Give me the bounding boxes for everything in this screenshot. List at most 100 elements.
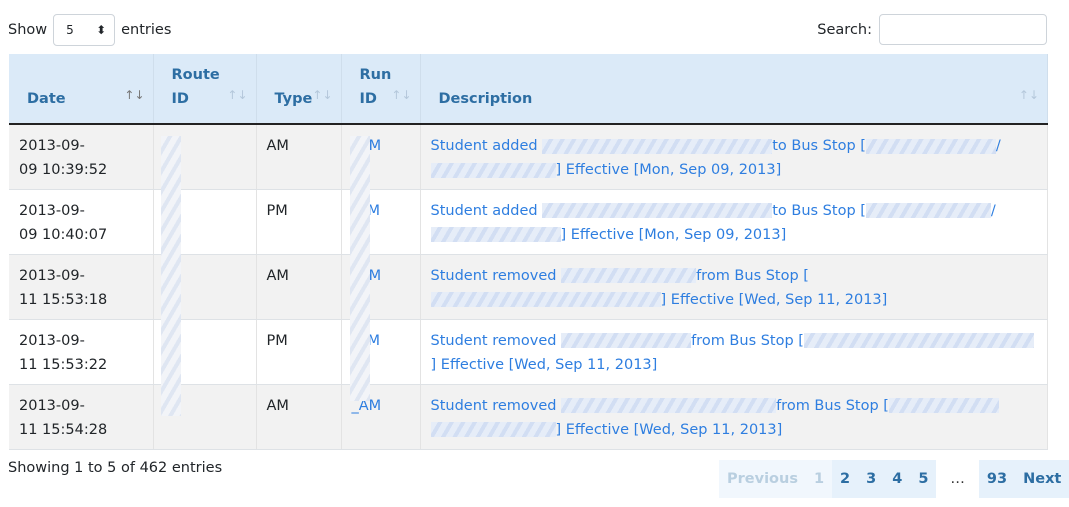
date-part: 09 10:40:07 [19, 226, 108, 243]
cell-date: 2013-09- 09 10:39:52 [9, 124, 154, 190]
cell-description: Student removed from Bus Stop [ ] Effect… [420, 384, 1048, 450]
page-3[interactable]: 3 [858, 460, 885, 498]
desc-text: ] [430, 356, 437, 373]
pagination: Previous 1 2 3 4 5 … 93 Next [719, 460, 1069, 498]
page-4[interactable]: 4 [884, 460, 911, 498]
redacted-route-ids [161, 136, 181, 416]
cell-run-id: _AM [341, 384, 421, 450]
redacted-text [865, 138, 996, 154]
data-table: Date ↑↓ Route ID ↑↓ Type ↑↓ Run ID ↑↓ Descript… [9, 54, 1048, 450]
search-input[interactable] [879, 14, 1047, 45]
cell-description: Student added to Bus Stop [ / ] Effective… [420, 124, 1048, 190]
cell-type: AM [256, 124, 342, 190]
column-run-id[interactable]: Run ID ↑↓ [341, 54, 421, 125]
redacted-text [542, 138, 773, 154]
redacted-text [865, 203, 991, 218]
sort-icon: ↑↓ [227, 88, 248, 102]
desc-text: Student removed [430, 397, 557, 414]
desc-text: Effective [Wed, Sep 11, 2013] [670, 291, 888, 308]
desc-text: Effective [Wed, Sep 11, 2013] [440, 356, 658, 373]
ellipsis: … [936, 460, 979, 498]
desc-text: Student removed [430, 267, 557, 284]
sort-icon: ↑↓ [391, 88, 412, 102]
entries-value: 5 [66, 23, 74, 37]
desc-text: ] Effective [Mon, Sep 09, 2013] [560, 226, 787, 243]
header-label: Type [274, 91, 313, 107]
cell-type: PM [256, 319, 342, 385]
cell-type: AM [256, 254, 342, 320]
cell-date: 2013-09- 11 15:53:22 [9, 319, 154, 385]
desc-text: ] [660, 291, 667, 308]
column-route-id[interactable]: Route ID ↑↓ [153, 54, 257, 125]
sort-icon: ↑↓ [124, 88, 145, 102]
date-part: 2013-09- [19, 267, 85, 284]
search-control: Search: [817, 14, 1047, 45]
show-label: Show [8, 22, 48, 38]
cell-description: Student removed from Bus Stop [] Effecti… [420, 319, 1048, 385]
desc-text: Student added [430, 202, 538, 219]
redacted-text [430, 162, 556, 178]
redacted-text [430, 292, 661, 307]
header-label: Run [359, 67, 392, 83]
column-date[interactable]: Date ↑↓ [9, 54, 154, 125]
desc-text: from Bus Stop [ [696, 267, 809, 284]
cell-date: 2013-09- 11 15:54:28 [9, 384, 154, 450]
date-part: 2013-09- [19, 138, 85, 154]
redacted-text [542, 203, 773, 218]
column-type[interactable]: Type ↑↓ [256, 54, 342, 125]
entries-label: entries [121, 22, 172, 38]
entries-select[interactable]: 5 ⬍ [53, 14, 116, 46]
header-label: ID [359, 91, 377, 107]
header-label: Description [438, 91, 533, 107]
length-control: Show 5 ⬍ entries [8, 14, 171, 46]
cell-description: Student added to Bus Stop [ / ] Effective… [420, 189, 1048, 255]
date-part: 2013-09- [19, 202, 85, 219]
date-part: 11 15:53:18 [19, 291, 108, 308]
page-1[interactable]: 1 [805, 460, 833, 498]
redacted-text [888, 398, 999, 413]
redacted-text [430, 422, 556, 437]
page-5[interactable]: 5 [910, 460, 937, 498]
table-row[interactable]: 2013-09-09 10:40:07 PM _PM Student added… [9, 189, 1048, 255]
desc-text: Student removed [430, 332, 557, 349]
header-label: Route [171, 67, 220, 83]
desc-text: / [990, 202, 996, 219]
cell-date: 2013-09- 11 15:53:18 [9, 254, 154, 320]
column-description[interactable]: Description ↑↓ [420, 54, 1048, 125]
next-button[interactable]: Next [1015, 460, 1069, 498]
page-2[interactable]: 2 [832, 460, 859, 498]
date-part: 11 15:54:28 [19, 421, 108, 438]
desc-text: / [995, 138, 1001, 154]
desc-text: from Bus Stop [ [691, 332, 804, 349]
desc-text: to Bus Stop [ [772, 202, 866, 219]
date-part: 2013-09- [19, 397, 85, 414]
redacted-text [561, 268, 697, 283]
cell-type: AM [256, 384, 342, 450]
redacted-text [561, 333, 692, 348]
search-label: Search: [817, 21, 872, 38]
desc-text: Student added [430, 138, 538, 154]
date-part: 2013-09- [19, 332, 85, 349]
cell-description: Student removed from Bus Stop [] Effecti… [420, 254, 1048, 320]
table-info: Showing 1 to 5 of 462 entries [8, 460, 223, 476]
redacted-text [803, 333, 1034, 348]
previous-button[interactable]: Previous [719, 460, 806, 498]
page-93[interactable]: 93 [978, 460, 1016, 498]
desc-text: ] Effective [Mon, Sep 09, 2013] [555, 162, 782, 178]
desc-text: ] Effective [Wed, Sep 11, 2013] [555, 421, 783, 438]
redacted-text [430, 227, 561, 242]
table-row[interactable]: 2013-09-09 10:39:52 AM _AM Student added… [9, 124, 1048, 190]
redacted-run-ids [350, 136, 370, 401]
updown-icon: ⬍ [96, 23, 107, 37]
date-part: 11 15:53:22 [19, 356, 108, 373]
sort-icon: ↑↓ [312, 88, 333, 102]
table-row[interactable]: 2013-09- 11 15:54:28 AM _AM Student remov… [9, 384, 1048, 450]
header-label: Date [27, 91, 66, 107]
table-row[interactable]: 2013-09-11 15:53:18 AM _AM Student remov… [9, 254, 1048, 320]
desc-text: to Bus Stop [ [772, 138, 866, 154]
cell-date: 2013-09- 09 10:40:07 [9, 189, 154, 255]
header-label: ID [171, 91, 189, 107]
redacted-text [561, 398, 777, 413]
desc-text: from Bus Stop [ [776, 397, 889, 414]
sort-icon: ↑↓ [1018, 88, 1039, 102]
